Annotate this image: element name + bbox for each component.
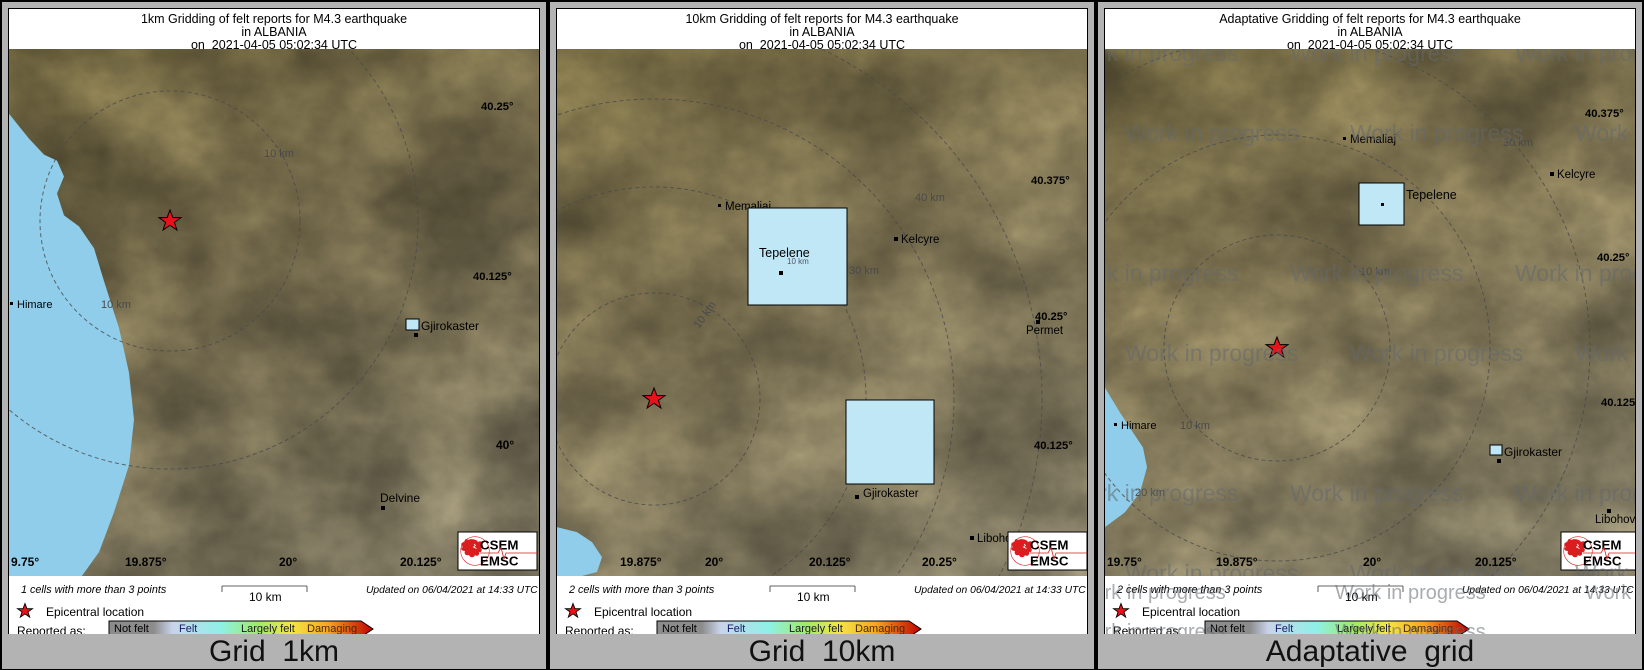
svg-text:Work in progress: Work in progress [1350, 340, 1523, 366]
svg-text:Delvine: Delvine [380, 491, 420, 505]
svg-text:10 km: 10 km [101, 299, 131, 311]
svg-text:Work in progress: Work in progress [1515, 49, 1635, 66]
svg-text:Gjirokaster: Gjirokaster [863, 488, 919, 500]
svg-text:Work in progress: Work in progress [1335, 582, 1486, 604]
svg-text:10 km: 10 km [797, 590, 830, 604]
svg-text:1 cells with more than 3 point: 1 cells with more than 3 points [21, 584, 167, 596]
svg-text:Work in progress: Work in progress [1515, 480, 1635, 506]
svg-text:2 cells with more than 3 point: 2 cells with more than 3 points [568, 584, 715, 596]
svg-text:Work in progress: Work in progress [1105, 582, 1226, 604]
svg-text:Gjirokaster: Gjirokaster [421, 319, 479, 333]
svg-text:20°: 20° [705, 555, 723, 569]
svg-text:20°: 20° [279, 555, 297, 569]
svg-text:40.125°: 40.125° [1034, 440, 1073, 452]
svg-text:10 km: 10 km [787, 257, 809, 266]
svg-text:Tepelene: Tepelene [1406, 188, 1457, 202]
svg-text:10 km: 10 km [249, 590, 282, 604]
svg-text:30 km: 30 km [849, 265, 879, 277]
svg-text:Epicentral location: Epicentral location [594, 605, 692, 619]
svg-text:40.25°: 40.25° [1035, 311, 1067, 323]
svg-text:Work in progress: Work in progress [1125, 120, 1298, 146]
svg-text:Work in progress: Work in progress [1125, 560, 1298, 576]
svg-text:10 km: 10 km [264, 148, 294, 160]
svg-text:10 km: 10 km [1180, 420, 1210, 432]
svg-text:Work in progress: Work in progress [1350, 120, 1523, 146]
svg-text:19.875°: 19.875° [620, 555, 662, 569]
svg-text:Work in progress: Work in progress [1105, 49, 1238, 66]
svg-text:Work in progress: Work in progress [1350, 560, 1523, 576]
svg-text:Work in progress: Work in progress [1575, 340, 1635, 366]
svg-text:Kelcyre: Kelcyre [1557, 169, 1595, 181]
svg-text:Himare: Himare [17, 299, 52, 311]
svg-text:Updated on 06/04/2021 at 14:33: Updated on 06/04/2021 at 14:33 UTC [914, 585, 1086, 596]
svg-text:40 km: 40 km [915, 192, 945, 204]
svg-text:40.375°: 40.375° [1585, 108, 1624, 120]
svg-text:Epicentral location: Epicentral location [46, 605, 144, 619]
svg-text:Epicentral location: Epicentral location [1142, 605, 1240, 619]
svg-text:Work in progress: Work in progress [1290, 480, 1463, 506]
svg-text:40.125°: 40.125° [473, 271, 512, 283]
svg-text:Work in progress: Work in progress [1290, 260, 1463, 286]
svg-text:40.125°: 40.125° [1601, 397, 1635, 409]
svg-text:19.875°: 19.875° [125, 555, 167, 569]
svg-text:Work in progress: Work in progress [1575, 120, 1635, 146]
svg-text:Work in progress: Work in progress [1515, 260, 1635, 286]
svg-text:Gjirokaster: Gjirokaster [1504, 445, 1562, 459]
svg-text:40.375°: 40.375° [1031, 175, 1070, 187]
svg-text:9.75°: 9.75° [11, 555, 39, 569]
svg-text:Updated on 06/04/2021 at 14:33: Updated on 06/04/2021 at 14:33 UTC [366, 585, 538, 596]
svg-text:Kelcyre: Kelcyre [901, 234, 939, 246]
svg-text:Work in progress: Work in progress [1575, 560, 1635, 576]
svg-text:Work in progress: Work in progress [1105, 260, 1238, 286]
svg-text:Work in progress: Work in progress [1105, 480, 1238, 506]
svg-text:10 km: 10 km [692, 299, 719, 330]
svg-text:Permet: Permet [1026, 325, 1064, 337]
svg-text:Work in progress: Work in progress [1125, 340, 1298, 366]
svg-text:40°: 40° [496, 438, 514, 452]
svg-text:EMSC: EMSC [1030, 554, 1069, 569]
svg-text:20.125°: 20.125° [809, 555, 851, 569]
svg-text:Libohov: Libohov [1595, 514, 1635, 526]
svg-text:Himare: Himare [1121, 420, 1156, 432]
svg-text:40.25°: 40.25° [481, 101, 513, 113]
svg-text:20.125°: 20.125° [400, 555, 442, 569]
svg-text:Work in progress: Work in progress [1585, 582, 1635, 604]
svg-text:EMSC: EMSC [480, 554, 519, 569]
svg-text:20.25°: 20.25° [922, 555, 957, 569]
